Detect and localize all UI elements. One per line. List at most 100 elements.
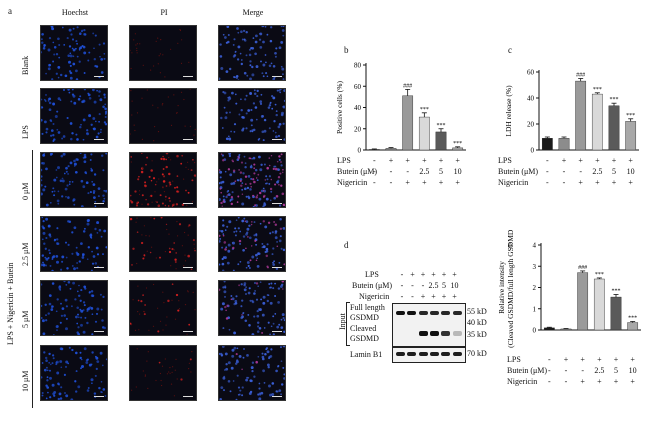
bar-5 — [625, 121, 637, 151]
wb-treatment-cell: + — [441, 270, 447, 279]
micro-tile-r2-c0 — [40, 152, 108, 208]
significance-mark: *** — [628, 316, 637, 322]
treatment-cell: + — [611, 156, 617, 165]
y-tick-label: 0 — [533, 327, 537, 335]
bar-0 — [543, 327, 555, 331]
band-lamin — [429, 352, 439, 356]
group-label: LPS + Nigericin + Butein — [6, 262, 15, 345]
band-full-length — [407, 311, 417, 315]
treatment-cell: + — [438, 178, 444, 187]
wb-treatment-cell: + — [431, 292, 436, 301]
scale-bar — [272, 267, 282, 268]
band-full-length — [418, 311, 428, 315]
treatment-cell: - — [389, 167, 393, 176]
treatment-cell: 10 — [626, 167, 635, 176]
treatment-cell: + — [613, 377, 619, 386]
micro-tile-r3-c1 — [129, 216, 197, 272]
micro-tile-r5-c1 — [129, 345, 197, 401]
significance-mark: *** — [595, 272, 604, 278]
band-lamin — [396, 352, 405, 356]
treatment-cell: - — [564, 366, 568, 375]
row-label-blank: Blank — [21, 55, 30, 75]
wb-label-gsdmd-2: GSDMD — [350, 334, 379, 343]
treatment-cell: - — [547, 366, 551, 375]
wb-treatment-cell: + — [420, 270, 426, 279]
y-tick-label: 20 — [527, 121, 535, 129]
chart-b: 0 20 40 60 80 Positive cells (%) ### *** *** *** — [335, 62, 466, 155]
panel-letter-d: d — [344, 240, 349, 250]
y-tick-label: 40 — [354, 104, 362, 112]
wb-input-label: Input — [338, 313, 347, 330]
micro-tile-r1-c0 — [40, 88, 108, 144]
bar-4 — [435, 131, 447, 151]
bar-2 — [402, 95, 414, 151]
wb-treatment-cell: + — [452, 292, 457, 301]
significance-mark: *** — [453, 141, 462, 147]
wb-treatment-cell: + — [441, 292, 447, 301]
bar-5 — [627, 322, 639, 331]
treatment-cell: - — [389, 178, 393, 187]
treatment-cell: - — [564, 377, 568, 386]
significance-mark: ### — [578, 265, 587, 271]
scale-bar — [94, 396, 104, 397]
panel-letter-b: b — [344, 45, 349, 55]
treatment-cell: + — [597, 377, 602, 386]
treatment-cell: 2.5 — [419, 167, 430, 176]
row-label-butein: Butein (μM) — [337, 167, 378, 176]
micro-tile-r3-c2 — [218, 216, 286, 272]
row-label-butein: Butein (μM) — [498, 167, 539, 176]
bar-4 — [610, 296, 622, 331]
treatment-cell: - — [545, 156, 549, 165]
treatment-cell: 2.5 — [592, 167, 603, 176]
treatment-cell: + — [628, 178, 633, 187]
scale-bar — [94, 139, 104, 140]
scale-bar — [183, 267, 193, 268]
treatment-cell: 5 — [439, 167, 443, 176]
scale-bar — [94, 267, 104, 268]
treatment-cell: 5 — [612, 167, 616, 176]
treatment-cell: - — [547, 377, 551, 386]
micro-tile-r1-c2 — [218, 88, 286, 144]
wb-treatment-cell: + — [452, 270, 457, 279]
band-lamin — [418, 352, 428, 356]
row-label-0um: 0 μM — [21, 182, 30, 200]
band-cleaved — [418, 331, 428, 336]
significance-mark: ### — [403, 83, 412, 89]
wb-label-cleaved: Cleaved — [350, 324, 377, 333]
micro-tile-r5-c0 — [40, 345, 108, 401]
scale-bar — [183, 203, 193, 204]
treatment-cell: + — [563, 355, 569, 364]
treatment-cell: + — [388, 156, 394, 165]
treatment-cell: + — [580, 377, 585, 386]
treatment-cell: - — [372, 156, 376, 165]
treatment-cell: - — [581, 366, 584, 375]
blot-gsdmd — [392, 303, 466, 347]
scale-bar — [272, 331, 282, 332]
wb-label-lamin: Lamin B1 — [350, 350, 383, 359]
row-label-2-5um: 2.5 μM — [21, 242, 30, 266]
panel-letter-c: c — [508, 45, 512, 55]
y-tick-label: 60 — [527, 69, 535, 77]
kd-marker-70: 70 kD — [467, 349, 487, 358]
y-tick-label: 80 — [354, 62, 362, 70]
row-label-lps: LPS — [337, 156, 351, 165]
band-full-length — [452, 311, 462, 315]
column-header-merge: Merge — [242, 8, 264, 17]
bar-5 — [452, 147, 464, 151]
scale-bar — [272, 203, 282, 204]
treatment-cell: + — [630, 355, 635, 364]
y-axis-label: Relative intensity — [497, 261, 506, 314]
y-axis-label: LDH release (%) — [504, 85, 513, 137]
treatment-cell: + — [422, 156, 427, 165]
scale-bar — [94, 203, 104, 204]
bar-4 — [608, 105, 620, 151]
wb-treatment-cell: - — [411, 281, 414, 290]
band-full-length — [429, 311, 439, 315]
micro-tile-r4-c1 — [129, 280, 197, 336]
band-full-length — [396, 311, 405, 315]
treatment-cell: + — [455, 156, 460, 165]
row-label-lps: LPS — [507, 355, 521, 364]
treatment-cell: 2.5 — [594, 366, 605, 375]
micro-tile-r2-c1 — [129, 152, 197, 208]
treatment-cell: + — [628, 156, 633, 165]
